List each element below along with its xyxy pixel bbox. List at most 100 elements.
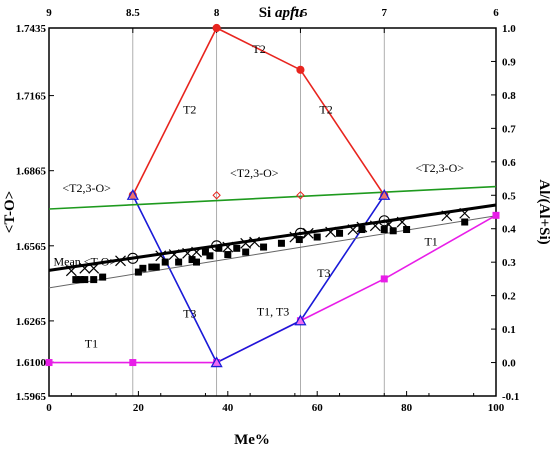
y-right-tick-label: 0.5 (502, 190, 516, 202)
t1-point (213, 359, 221, 367)
t1-point (129, 359, 137, 367)
cross-stroke (168, 249, 180, 260)
cross-stroke (396, 216, 408, 228)
annotation-label: T2 (252, 42, 265, 56)
sample-cross-point (65, 265, 77, 277)
sample-square-point (76, 276, 84, 284)
mean-circle-point (378, 215, 390, 227)
cross-stroke (347, 224, 359, 235)
sample-cross-point (302, 227, 314, 239)
cross-stroke (356, 221, 368, 233)
y-left-tick-label: 1.6100 (16, 357, 47, 369)
t1-point (296, 317, 304, 325)
annotation-label: T1 (424, 234, 437, 248)
cross-stroke (88, 262, 100, 274)
y-left-tick-label: 1.7165 (16, 91, 47, 103)
cross-stroke (289, 231, 301, 243)
sample-cross-point (222, 241, 234, 253)
sample-cross-point (249, 236, 261, 248)
y-right-tick-label: 0.6 (502, 157, 516, 169)
y-right-tick-label: 0.2 (502, 291, 516, 303)
mean-diamond-point (296, 191, 305, 200)
sample-square-point (188, 256, 196, 264)
annotation-label: T2 (183, 102, 196, 116)
annotation-label: <T2,3-O> (230, 166, 279, 180)
t2-point (212, 23, 221, 33)
cross-stroke (182, 247, 193, 259)
top-axis-title-main: Si (259, 5, 272, 21)
sample-cross-point (441, 210, 453, 222)
y-right-tick-label: 0.7 (502, 123, 516, 135)
cross-stroke (79, 262, 91, 274)
sample-square-point (295, 236, 303, 244)
top-tick-label: 8 (214, 7, 220, 19)
sample-square-point (461, 218, 469, 226)
axis-ticks: 0 20 40 60 80 100 9 8.5 8 7.5 7 6 1.5965 1.6100 1.6265… (16, 7, 520, 414)
sample-cross-point (88, 262, 100, 274)
sample-square-point (134, 268, 142, 276)
gridlines (132, 28, 385, 396)
y-right-tick-label: 0.3 (502, 257, 516, 269)
top-tick-label: 7 (382, 7, 388, 19)
y-right-tick-label: 1.0 (502, 23, 516, 35)
y-left-tick-label: 1.5965 (16, 391, 47, 403)
plot-frame (48, 27, 497, 397)
data-markers (45, 23, 500, 368)
sample-cross-point (383, 219, 395, 230)
y-right-tick-label: 0.0 (502, 358, 516, 370)
sample-cross-point (79, 262, 91, 274)
cross-stroke (65, 265, 77, 277)
sample-square-point (336, 229, 344, 237)
annotation-label: T3 (183, 306, 196, 320)
sample-cross-point (168, 249, 180, 260)
annotation-label: T2 (319, 102, 332, 116)
t1-point (380, 275, 388, 283)
y-left-axis-title: <T-O> (2, 191, 18, 233)
x-tick-label: 100 (488, 402, 505, 414)
sample-square-point (224, 251, 232, 259)
sample-square-point (72, 276, 80, 284)
cross-stroke (369, 220, 381, 232)
annotation-label: Mean <T-O> (53, 255, 116, 269)
y-right-tick-label: -0.1 (502, 391, 519, 403)
top-tick-label: 8.5 (126, 7, 140, 19)
x-tick-label: 80 (401, 402, 413, 414)
sample-square-point (260, 243, 268, 251)
cross-stroke (459, 207, 471, 219)
t3-point (210, 356, 223, 368)
y-left-tick-label: 1.6865 (16, 166, 47, 178)
sample-cross-point (191, 246, 202, 258)
sample-cross-point (369, 220, 381, 232)
top-tick-label: 7.5 (294, 7, 308, 19)
sample-square-point (139, 264, 147, 272)
sample-cross-point (289, 231, 301, 243)
sample-square-point (358, 226, 366, 234)
y-left-tick-label: 1.6565 (16, 241, 47, 253)
annotation-label: <T2,3-O> (62, 181, 111, 195)
y-right-tick-label: 0.4 (502, 224, 516, 236)
x-tick-label: 40 (222, 402, 234, 414)
sample-square-point (389, 227, 397, 235)
sample-square-point (206, 252, 214, 260)
cross-stroke (240, 237, 252, 249)
mean-t-o-line (48, 203, 497, 272)
y-right-axis-title: Al/(Al+Si) (536, 179, 550, 244)
sample-cross-point (240, 237, 252, 249)
sample-cross-point (459, 207, 471, 219)
t2-3-o-line (48, 185, 497, 210)
cross-stroke (155, 250, 167, 262)
sample-square-point (148, 263, 156, 271)
sample-square-point (403, 226, 411, 234)
y-right-tick-label: 0.1 (502, 324, 516, 336)
sample-square-point (193, 258, 201, 266)
y-left-tick-label: 1.7435 (16, 23, 47, 35)
cross-stroke (383, 219, 395, 230)
cross-stroke (249, 236, 261, 248)
annotation-label: T3 (317, 266, 330, 280)
cross-stroke (222, 241, 234, 253)
top-tick-label: 6 (493, 7, 499, 19)
t2-point (296, 65, 305, 74)
t3-point (126, 188, 139, 200)
sample-cross-point (356, 221, 368, 233)
